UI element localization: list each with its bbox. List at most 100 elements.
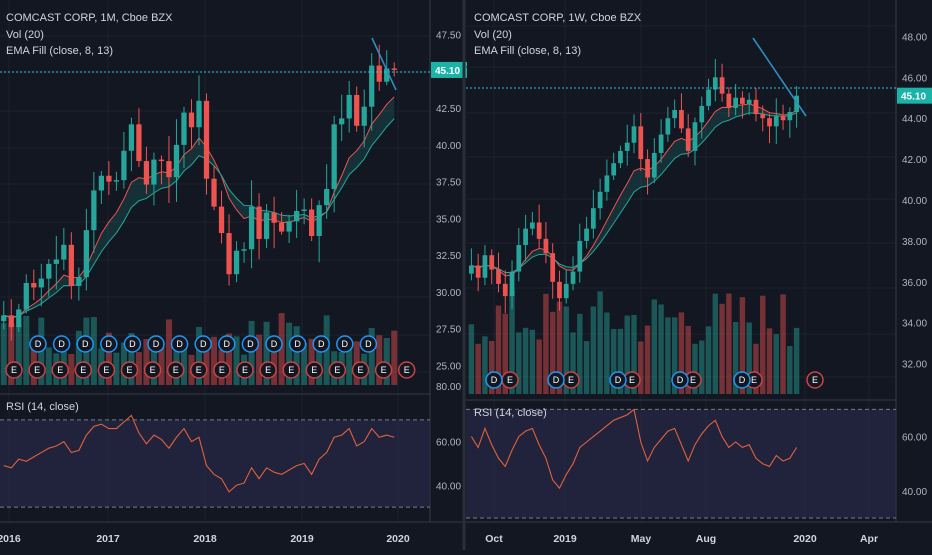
earnings-badge-label: E xyxy=(357,365,363,375)
left-price-axis: 47.50 42.50 40.00 37.50 35.00 32.50 30.00 27.50… xyxy=(431,31,467,492)
volume-bar xyxy=(278,313,285,385)
earnings-badge-label: E xyxy=(690,375,696,385)
volume-bar xyxy=(651,299,658,394)
dividend-badge-label: D xyxy=(153,339,160,349)
dividend-badge xyxy=(218,335,236,353)
candle-body xyxy=(188,112,195,128)
volume-bar xyxy=(556,301,563,394)
left-chart-pane[interactable]: E E E E E E E E E E E E E E E E E ED D D D D D D D D D D D D D D 47.504… xyxy=(0,0,470,545)
volume-bar xyxy=(773,334,779,394)
volume-bar xyxy=(468,324,475,394)
volume-bar xyxy=(610,328,617,394)
time-tick: Apr xyxy=(860,533,878,545)
candle-body xyxy=(158,159,165,162)
volume-bar xyxy=(604,312,610,394)
candle-body xyxy=(658,134,664,153)
earnings-badge-label: E xyxy=(629,375,635,385)
current-price-tag-label: 45.10 xyxy=(435,66,460,77)
rsi-band xyxy=(0,419,430,508)
volume-bar xyxy=(475,343,481,394)
price-tick: 38.00 xyxy=(902,237,927,248)
earnings-badge-label: E xyxy=(57,365,63,375)
candle-body xyxy=(712,77,718,90)
candle-body xyxy=(286,221,292,232)
right-price-axis: 48.00 46.00 44.00 42.00 40.00 38.00 36.00 34.00… xyxy=(897,32,932,498)
candle-body xyxy=(181,112,187,145)
left-rsi-pane xyxy=(0,414,430,508)
volume-bar xyxy=(509,291,515,394)
volume-bar xyxy=(383,338,390,385)
dividend-badge xyxy=(609,371,627,389)
candle-body xyxy=(706,89,711,106)
candle-body xyxy=(672,110,678,119)
volume-bar xyxy=(248,320,255,385)
dividend-badge xyxy=(123,335,142,353)
earnings-badge-label: E xyxy=(80,365,86,375)
candle-body xyxy=(226,233,232,275)
volume-bar xyxy=(165,319,172,385)
price-tick: 44.00 xyxy=(902,114,927,125)
candle-body xyxy=(248,206,255,250)
volume-bar xyxy=(705,326,712,394)
volume-bar xyxy=(787,345,793,394)
volume-bar xyxy=(665,317,671,394)
left-time-axis: 2016 2017 2018 2019 2020 xyxy=(0,533,410,545)
earnings-badge-label: E xyxy=(103,365,109,375)
earnings-badge-label: E xyxy=(173,365,179,375)
rsi-line xyxy=(3,414,395,493)
right-candles xyxy=(469,58,799,314)
volume-bar xyxy=(597,291,603,394)
right-trend-line[interactable] xyxy=(752,37,807,117)
volume-bar xyxy=(301,342,308,385)
candle-body xyxy=(509,271,515,297)
earnings-badge xyxy=(166,361,185,379)
ema-fill-area xyxy=(471,103,797,276)
earnings-badge xyxy=(328,361,347,379)
volume-bar xyxy=(256,334,263,385)
earnings-badge xyxy=(236,361,254,379)
candle-body xyxy=(38,278,44,288)
volume-bar xyxy=(489,340,495,394)
dividend-badge xyxy=(733,371,751,389)
earnings-badge xyxy=(51,361,69,379)
candle-body xyxy=(16,309,22,328)
volume-bar xyxy=(529,329,536,394)
current-price-tag-label: 45.10 xyxy=(901,92,926,103)
candle-body xyxy=(23,283,29,310)
candle-body xyxy=(76,277,82,286)
candle-body xyxy=(624,142,630,151)
volume-bar xyxy=(712,293,719,394)
candle-body xyxy=(563,283,569,299)
candle-body xyxy=(309,209,315,236)
right-chart-pane[interactable]: E E E E E ED D D D D 48.0046.0044.0042.0040.0038.… xyxy=(466,0,932,545)
candle-body xyxy=(384,68,390,82)
left-ema-legend: EMA Fill (close, 8, 13) xyxy=(6,45,113,57)
dividend-badge xyxy=(29,335,47,353)
volume-bar xyxy=(760,295,766,394)
price-tick: 30.00 xyxy=(436,288,461,299)
volume-bar xyxy=(692,343,698,394)
volume-bar xyxy=(0,323,7,385)
earnings-badge xyxy=(120,361,139,379)
earnings-badge xyxy=(74,361,93,379)
left-volume-legend: Vol (20) xyxy=(6,29,44,41)
right-volume-legend: Vol (20) xyxy=(474,29,512,41)
right-ema-legend: EMA Fill (close, 8, 13) xyxy=(474,45,581,57)
candle-body xyxy=(166,161,172,178)
volume-bar xyxy=(753,343,759,394)
candle-body xyxy=(740,97,745,104)
volume-bar xyxy=(368,327,375,385)
candle-body xyxy=(233,250,240,275)
left-trend-line[interactable] xyxy=(371,37,397,91)
volume-bar xyxy=(658,304,664,394)
candle-body xyxy=(173,144,180,178)
volume-bar xyxy=(293,326,300,385)
earnings-badge-label: E xyxy=(219,365,225,375)
candle-body xyxy=(61,244,67,260)
candle-body xyxy=(475,265,481,278)
volume-bar xyxy=(766,328,773,394)
candle-body xyxy=(211,178,217,207)
dividend-badge-label: D xyxy=(271,339,278,349)
volume-bar xyxy=(678,312,685,394)
